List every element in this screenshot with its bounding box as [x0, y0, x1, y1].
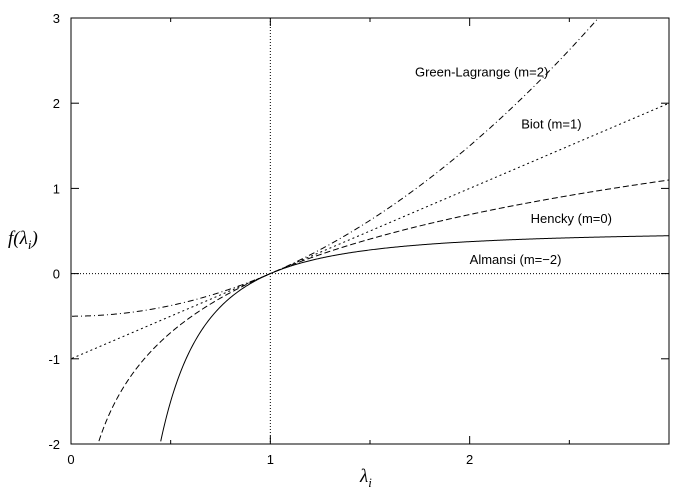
curve-label-green-lagrange: Green-Lagrange (m=2) — [415, 65, 548, 80]
curve-label-hencky: Hencky (m=0) — [531, 211, 612, 226]
x-tick-label: 1 — [267, 452, 274, 467]
y-axis-label-main: f(λ — [8, 228, 28, 249]
x-tick-label: 2 — [466, 452, 473, 467]
y-tick-label: 2 — [53, 96, 60, 111]
series-almansi-line — [160, 235, 670, 442]
curve-label-almansi: Almansi (m=−2) — [470, 252, 562, 267]
x-axis-label-sub: i — [368, 475, 372, 490]
y-tick-label: 3 — [53, 11, 60, 26]
y-tick-label: -1 — [48, 352, 60, 367]
x-axis-label: λi — [359, 466, 372, 490]
plot-frame — [70, 17, 670, 445]
y-tick-label: 1 — [53, 181, 60, 196]
y-tick-label: 0 — [53, 267, 60, 282]
y-tick-label: -2 — [48, 437, 60, 452]
series-green-lagrange-line — [72, 17, 599, 317]
curve-labels: Green-Lagrange (m=2) Biot (m=1) Hencky (m=… — [415, 65, 612, 267]
tick-labels: 0 1 2 -2 -1 0 1 2 3 — [48, 11, 473, 467]
curve-label-biot: Biot (m=1) — [521, 117, 581, 132]
series-biot-line — [71, 102, 670, 359]
series-hencky-line — [98, 179, 670, 442]
x-axis-label-main: λ — [359, 466, 368, 487]
curves — [71, 17, 670, 442]
x-tick-label: 0 — [67, 452, 74, 467]
reference-lines — [71, 18, 669, 444]
y-axis-label: f(λi) — [8, 228, 38, 252]
y-axis-label-close: ) — [30, 228, 37, 249]
y-axis-label-sub: i — [28, 237, 32, 252]
ticks — [70, 17, 669, 445]
